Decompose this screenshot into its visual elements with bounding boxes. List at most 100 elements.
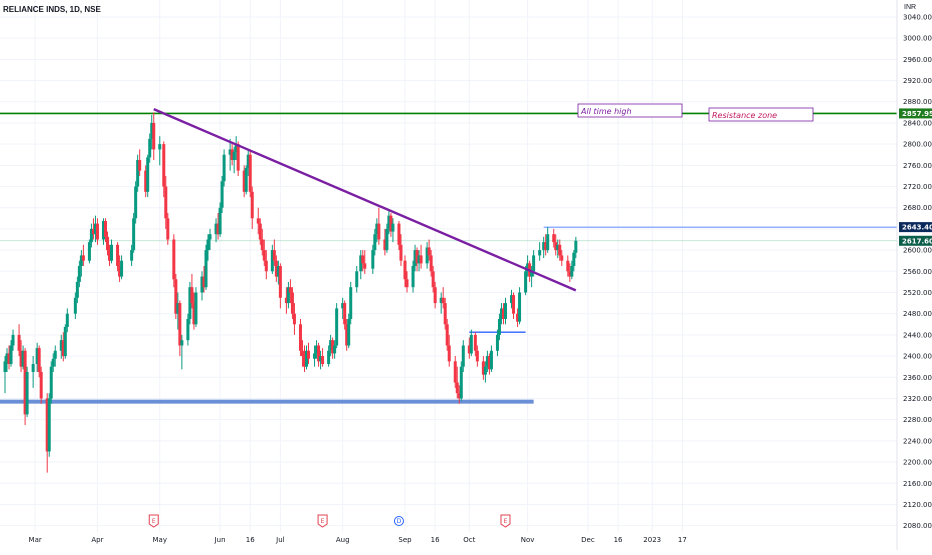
candle-body[interactable] [25, 371, 29, 415]
candle-body[interactable] [77, 266, 81, 282]
candle-body[interactable] [79, 255, 83, 266]
resistance-zone-annotation-box[interactable] [708, 107, 814, 122]
candle-body[interactable] [445, 324, 449, 346]
candle-body[interactable] [343, 303, 347, 325]
candle-body[interactable] [292, 313, 296, 325]
candle-body[interactable] [200, 276, 204, 293]
candle-body[interactable] [399, 244, 403, 261]
candle-body[interactable] [87, 242, 91, 261]
candle-body[interactable] [216, 223, 220, 235]
candle-body[interactable] [473, 334, 477, 351]
candle-body[interactable] [373, 234, 377, 251]
candle-body[interactable] [302, 356, 306, 367]
candle-body[interactable] [329, 340, 333, 351]
candle-body[interactable] [166, 218, 170, 240]
candle-body[interactable] [21, 350, 25, 367]
candle-body[interactable] [371, 250, 375, 269]
candle-body[interactable] [110, 244, 114, 261]
candle-body[interactable] [516, 313, 520, 322]
dividend-event-marker[interactable] [393, 516, 404, 526]
candle-body[interactable] [37, 348, 41, 372]
candle-body[interactable] [35, 348, 39, 365]
candle-body[interactable] [333, 345, 337, 354]
candle-body[interactable] [307, 350, 311, 359]
candle-body[interactable] [162, 144, 166, 187]
candle-body[interactable] [65, 313, 69, 327]
candle-body[interactable] [272, 250, 276, 261]
candle-body[interactable] [459, 366, 463, 399]
candle-body[interactable] [355, 271, 359, 288]
candle-body[interactable] [284, 297, 288, 304]
candle-body[interactable] [256, 218, 260, 224]
candle-body[interactable] [222, 154, 226, 182]
candle-body[interactable] [104, 220, 107, 237]
candle-body[interactable] [230, 149, 234, 161]
candle-body[interactable] [560, 255, 564, 261]
resistance-zone-annotation[interactable]: Resistance zone [712, 111, 777, 120]
candle-body[interactable] [134, 186, 138, 219]
candle-body[interactable] [321, 356, 325, 365]
candle-body[interactable] [546, 234, 550, 251]
candle-body[interactable] [425, 247, 429, 264]
candle-body[interactable] [204, 250, 208, 288]
candle-body[interactable] [220, 181, 224, 208]
candle-body[interactable] [146, 157, 150, 192]
candle-body[interactable] [11, 334, 15, 346]
candle-body[interactable] [61, 340, 65, 357]
candle-body[interactable] [469, 334, 473, 354]
candle-body[interactable] [5, 353, 9, 362]
candle-body[interactable] [485, 356, 489, 367]
candle-body[interactable] [63, 326, 67, 357]
candle-body[interactable] [552, 234, 556, 243]
candle-body[interactable] [518, 292, 522, 322]
candle-body[interactable] [290, 292, 294, 314]
candle-body[interactable] [3, 361, 7, 372]
all-time-high-annotation-box[interactable] [577, 103, 683, 118]
candle-body[interactable] [411, 266, 415, 288]
candle-body[interactable] [556, 244, 560, 251]
candle-body[interactable] [19, 350, 23, 367]
candle-body[interactable] [419, 255, 423, 264]
candle-body[interactable] [232, 152, 236, 161]
candle-body[interactable] [572, 252, 576, 266]
candle-body[interactable] [327, 350, 331, 365]
candle-body[interactable] [532, 255, 536, 272]
candle-body[interactable] [475, 350, 479, 362]
candle-body[interactable] [495, 334, 499, 351]
candle-body[interactable] [23, 350, 27, 415]
candle-body[interactable] [574, 240, 578, 253]
candle-body[interactable] [427, 247, 431, 256]
candle-body[interactable] [288, 287, 292, 293]
candle-body[interactable] [405, 279, 409, 288]
earnings-event-marker[interactable] [317, 514, 328, 528]
candle-body[interactable] [148, 138, 152, 158]
candle-body[interactable] [359, 255, 363, 272]
candle-body[interactable] [526, 263, 530, 272]
candle-body[interactable] [136, 160, 140, 187]
candle-body[interactable] [47, 398, 51, 452]
candle-body[interactable] [9, 345, 13, 365]
candle-body[interactable] [383, 239, 387, 251]
candle-body[interactable] [91, 228, 95, 235]
candle-body[interactable] [234, 144, 238, 153]
candle-body[interactable] [363, 263, 367, 269]
candle-body[interactable] [93, 223, 97, 235]
candle-body[interactable] [487, 356, 491, 370]
candle-body[interactable] [347, 318, 351, 346]
candle-body[interactable] [457, 393, 461, 399]
candle-body[interactable] [202, 276, 206, 288]
candle-body[interactable] [45, 398, 49, 452]
candle-body[interactable] [331, 340, 335, 354]
candle-body[interactable] [443, 303, 447, 325]
candle-body[interactable] [152, 122, 156, 150]
candle-body[interactable] [433, 287, 437, 304]
candle-body[interactable] [461, 345, 465, 367]
candle-body[interactable] [497, 318, 501, 335]
candle-body[interactable] [190, 287, 194, 304]
candle-body[interactable] [178, 303, 182, 346]
candle-body[interactable] [499, 308, 503, 319]
candle-body[interactable] [108, 250, 112, 261]
candle-body[interactable] [570, 266, 574, 277]
candle-body[interactable] [7, 353, 11, 365]
